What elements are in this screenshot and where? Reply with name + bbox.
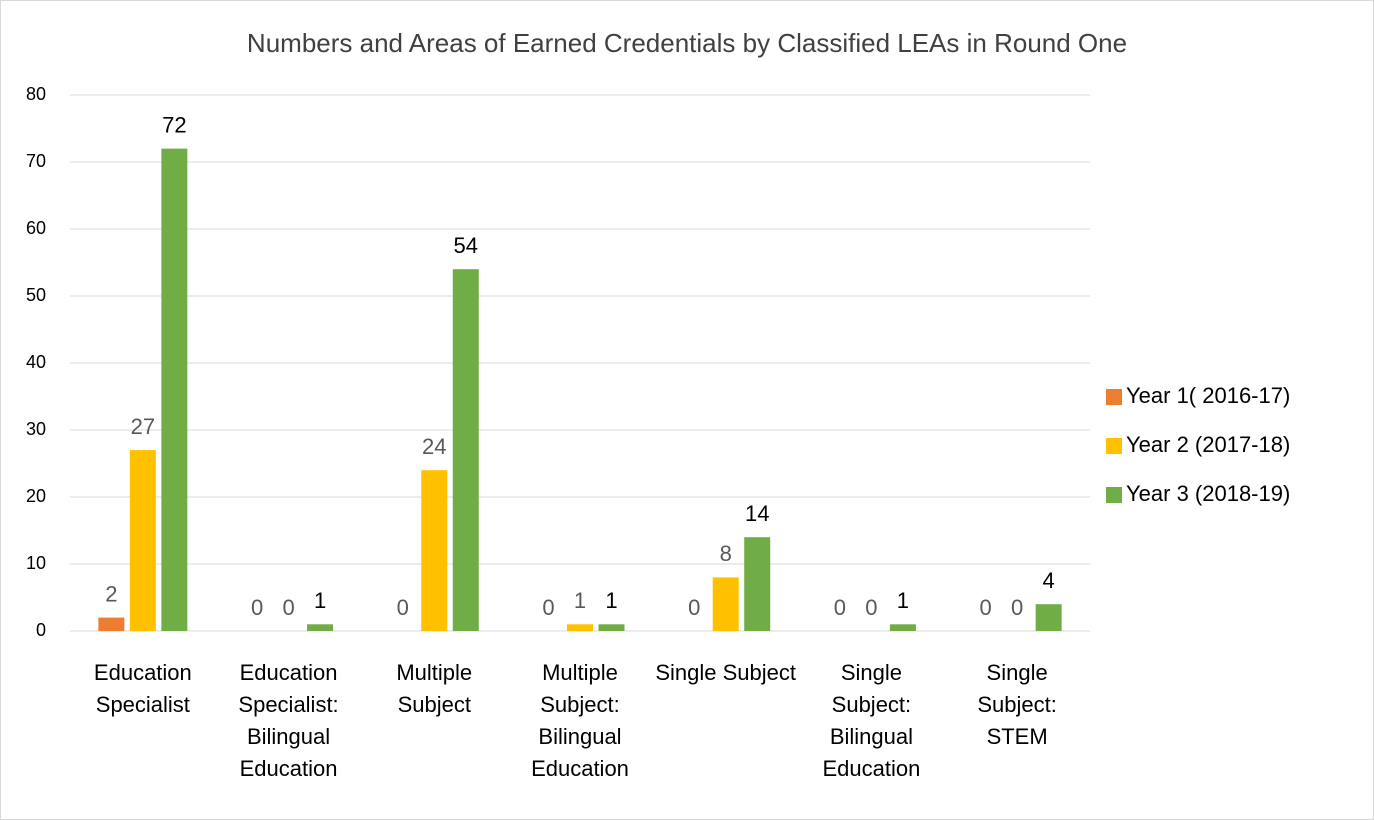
legend-swatch <box>1106 438 1122 454</box>
data-label: 1 <box>897 588 909 613</box>
data-label: 27 <box>131 414 155 439</box>
data-label: 72 <box>162 112 186 137</box>
data-label: 0 <box>980 595 992 620</box>
y-tick-label: 60 <box>26 218 46 238</box>
chart-title: Numbers and Areas of Earned Credentials … <box>247 28 1127 58</box>
data-label: 14 <box>745 501 769 526</box>
y-tick-label: 70 <box>26 151 46 171</box>
bar <box>567 624 593 631</box>
x-tick-label: Education Specialist: Bilingual Educatio… <box>238 660 339 781</box>
data-label: 0 <box>1011 595 1023 620</box>
legend-swatch <box>1106 487 1122 503</box>
data-label: 2 <box>105 581 117 606</box>
legend-label: Year 2 (2017-18) <box>1126 432 1290 457</box>
bar <box>98 617 125 631</box>
legend-label: Year 3 (2018-19) <box>1126 481 1290 506</box>
bar <box>452 269 479 631</box>
bar <box>307 624 334 631</box>
y-tick-label: 20 <box>26 486 46 506</box>
y-tick-label: 30 <box>26 419 46 439</box>
x-tick-label: Single Subject <box>655 660 797 685</box>
data-label: 0 <box>688 595 700 620</box>
x-tick-label: Single Subject: STEM <box>977 660 1057 749</box>
data-label: 1 <box>574 588 586 613</box>
data-label: 1 <box>605 588 617 613</box>
x-tick-label: Single Subject: Bilingual Education <box>822 660 921 781</box>
x-tick-label: Education Specialist <box>93 660 192 717</box>
legend-swatch <box>1106 389 1122 405</box>
data-label: 0 <box>865 595 877 620</box>
y-tick-label: 10 <box>26 553 46 573</box>
data-label: 4 <box>1043 568 1055 593</box>
bar <box>129 450 156 631</box>
bar <box>161 148 188 631</box>
bar <box>1035 604 1062 631</box>
y-tick-label: 50 <box>26 285 46 305</box>
data-label: 0 <box>282 595 294 620</box>
data-label: 8 <box>720 541 732 566</box>
bar <box>421 470 448 631</box>
x-tick-label: Multiple Subject: Bilingual Education <box>531 660 629 781</box>
data-label: 1 <box>314 588 326 613</box>
y-tick-label: 40 <box>26 352 46 372</box>
bar <box>598 624 625 631</box>
data-label: 54 <box>454 233 478 258</box>
data-label: 0 <box>542 595 554 620</box>
data-label: 0 <box>834 595 846 620</box>
data-label: 0 <box>251 595 263 620</box>
bar <box>712 577 739 631</box>
data-label: 24 <box>422 434 446 459</box>
y-tick-label: 80 <box>26 84 46 104</box>
bar <box>744 537 771 631</box>
bar <box>889 624 916 631</box>
x-tick-label: Multiple Subject <box>396 660 473 717</box>
legend-label: Year 1( 2016-17) <box>1126 383 1290 408</box>
data-label: 0 <box>397 595 409 620</box>
y-tick-label: 0 <box>36 620 46 640</box>
